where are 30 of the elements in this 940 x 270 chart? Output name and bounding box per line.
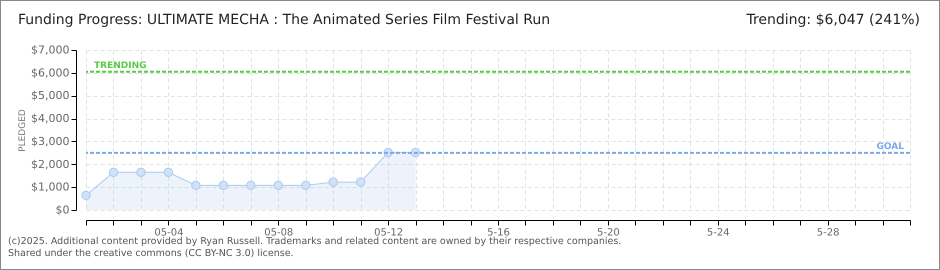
chart-subtitle: Trending: $6,047 (241%) (746, 12, 920, 28)
x-tick-label: 5-24 (706, 228, 730, 238)
point (356, 177, 366, 187)
point (136, 168, 146, 177)
x-tick-label: 5-20 (597, 228, 620, 238)
ref-line-label: GOAL (876, 142, 904, 152)
point (164, 168, 174, 177)
point (81, 190, 91, 200)
point (328, 177, 338, 187)
y-tick-label: $6,000 (31, 66, 70, 80)
y-tick-label: $5,000 (31, 89, 70, 102)
x-tick-label: 5-28 (816, 228, 840, 238)
point (246, 180, 256, 190)
y-tick-label: $1,000 (31, 180, 70, 194)
y-tick-label: $0 (56, 204, 70, 216)
y-tick-label: $4,000 (31, 112, 70, 126)
point (274, 180, 283, 190)
point (191, 180, 201, 190)
y-tick-label: $7,000 (31, 44, 70, 56)
y-tick-label: $2,000 (31, 158, 70, 171)
x-tick-label: 05-12 (374, 228, 404, 238)
point (108, 168, 118, 177)
text: Shared under the creative commons (CC BY-NC 3.0) license. (8, 248, 295, 260)
y-axis-title: PLEDGED (18, 109, 28, 152)
y-tick-label: $3,000 (31, 134, 70, 148)
point (301, 180, 310, 190)
chart-title: Funding Progress: ULTIMATE MECHA : The Animated Series Film Festival Run (18, 12, 550, 28)
point (218, 180, 228, 190)
text: (c)2025. Additional content provided by Ryan Russell. Trademarks and related content are owned by their respective companies. (8, 236, 622, 248)
ref-line-label: TRENDING (94, 60, 146, 71)
